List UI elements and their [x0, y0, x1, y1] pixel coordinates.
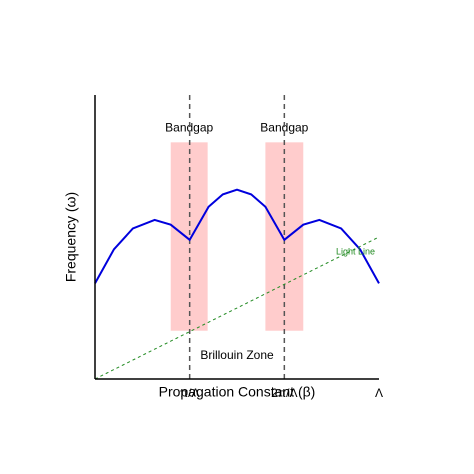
bandgap [265, 142, 304, 331]
x-tick-label: Λ [375, 386, 383, 400]
series-line [94, 188, 380, 284]
x-tick-label: π/Λ [180, 386, 200, 400]
x-tick-label: 2π/Λ [271, 386, 297, 400]
y-axis-label: Frequency (ω) [63, 192, 79, 282]
band-label: Bandgap [165, 121, 213, 135]
annotation: Brillouin Zone [200, 348, 274, 362]
band-label: Bandgap [260, 121, 308, 135]
x-axis-label: Propagation Constant (β) [159, 384, 316, 400]
bandgap [170, 142, 208, 331]
line-label: Light Line [336, 246, 375, 256]
series-line [94, 236, 380, 380]
